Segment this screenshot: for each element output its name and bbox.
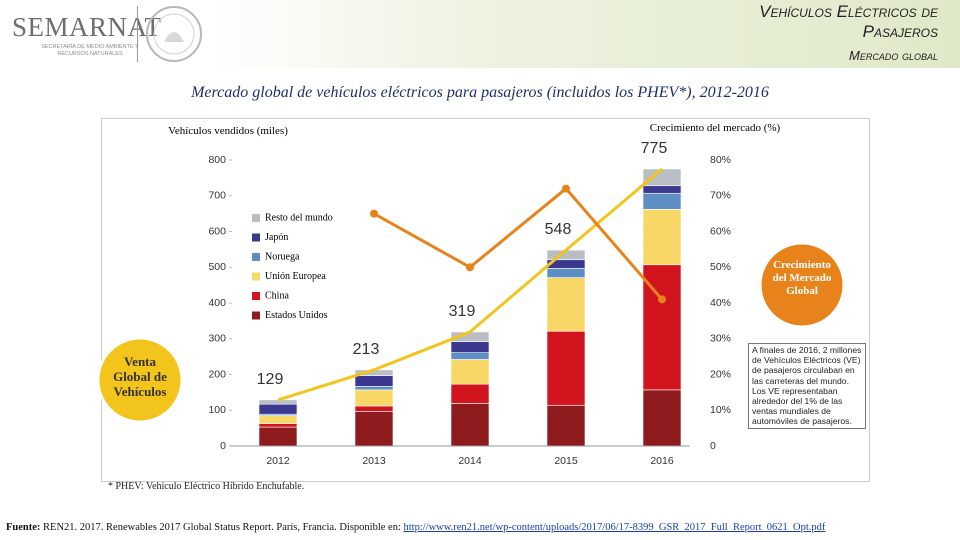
emblem (146, 6, 202, 62)
chart-frame (101, 118, 870, 482)
bar-segment (546, 404, 586, 447)
bar-segment (354, 411, 394, 447)
legend-label: Estados Unidos (265, 310, 328, 321)
y-tick-label: 400 (208, 297, 226, 309)
bar-segment (354, 405, 394, 412)
bar-segment (546, 277, 586, 332)
bar-segment (642, 192, 682, 210)
bar-segment (258, 415, 298, 424)
y-tick-label: 600 (208, 225, 226, 237)
x-tick-label: 2016 (650, 455, 674, 467)
bar-segment (450, 403, 490, 447)
bar-segment (354, 389, 394, 407)
callout: Venta Global de Vehículos (113, 354, 167, 399)
y-tick-label: 300 (208, 333, 226, 345)
y2-tick-label: 20% (710, 368, 731, 380)
value-label: 213 (353, 341, 380, 358)
legend-swatch (252, 311, 260, 320)
bar-segment (354, 385, 394, 391)
callout-label: Crecimiento del Mercado Global (772, 259, 832, 297)
x-tick-label: 2014 (458, 455, 482, 467)
header-title: Vehículos Eléctricos de Pasajeros (759, 2, 938, 42)
line-point (370, 209, 378, 218)
y2-tick-label: 50% (710, 261, 731, 273)
header-subtitle: Mercado global (849, 48, 938, 63)
y-axis-title: Vehículos vendidos (miles) (168, 125, 288, 137)
value-label: 319 (449, 303, 476, 320)
value-label: 775 (641, 140, 668, 157)
bar-segment (450, 352, 490, 360)
callout-label: Venta Global de Vehículos (113, 354, 167, 399)
legend-label: China (265, 290, 289, 301)
bar-segment (450, 359, 490, 385)
value-label: 548 (545, 221, 572, 238)
line-point (658, 295, 666, 304)
y2-tick-label: 10% (710, 404, 731, 416)
source-text: REN21. 2017. Renewables 2017 Global Stat… (43, 522, 401, 533)
bar-segment (354, 375, 394, 387)
header-title-line: Vehículos Eléctricos de (759, 2, 938, 21)
bar-segment (258, 403, 298, 415)
bar-segment (642, 185, 682, 194)
logo-separator (137, 6, 138, 62)
bar-segment (450, 341, 490, 353)
y2-tick-label: 60% (710, 225, 731, 237)
y-tick-label: 0 (220, 440, 226, 452)
bar-segment (642, 389, 682, 447)
x-tick-label: 2015 (554, 455, 578, 467)
value-label: 129 (257, 371, 284, 388)
bar-segment (258, 426, 298, 447)
legend-label: Resto del mundo (265, 212, 333, 223)
line-point (562, 184, 570, 193)
y-tick-label: 100 (208, 404, 226, 416)
source-link[interactable]: http://www.ren21.net/wp-content/uploads/… (403, 522, 826, 533)
chart-title: Mercado global de vehículos eléctricos p… (191, 84, 769, 101)
bar-segment (642, 168, 682, 187)
legend-swatch (252, 214, 260, 222)
y-tick-label: 200 (208, 368, 226, 380)
y2-tick-label: 40% (710, 297, 731, 309)
legend-label: Unión Europea (265, 271, 326, 282)
y2-tick-label: 70% (710, 190, 731, 202)
y2-tick-label: 0 (710, 440, 716, 452)
line-series (373, 186, 664, 301)
footnote: * PHEV: Vehículo Eléctrico Híbrido Enchu… (108, 481, 305, 492)
y2-axis-title: Crecimiento del mercado (%) (650, 122, 781, 134)
bar-segment (642, 209, 682, 266)
header-title-line: Pasajeros (862, 22, 938, 41)
x-tick-label: 2013 (362, 455, 386, 467)
legend-label: Noruega (265, 251, 300, 262)
x-tick-label: 2012 (266, 455, 290, 467)
callout-circle (758, 241, 846, 329)
legend-swatch (252, 233, 260, 242)
annotation-box: A finales de 2016, 2 millones de Vehícul… (748, 343, 866, 429)
bar-segment (546, 330, 586, 406)
y-tick-label: 500 (208, 261, 226, 273)
header-band (210, 0, 960, 68)
bar-segment (546, 268, 586, 278)
line-series (277, 167, 663, 402)
y2-tick-label: 80% (710, 154, 731, 166)
y-tick-label: 700 (208, 190, 226, 202)
legend-swatch (252, 272, 260, 281)
callout: Crecimiento del Mercado Global (772, 259, 832, 297)
legend-swatch (252, 292, 260, 300)
callout-circle (96, 336, 184, 424)
y-tick-label: 800 (208, 154, 226, 166)
source: Fuente: REN21. 2017. Renewables 2017 Glo… (6, 522, 825, 533)
legend-label: Japón (265, 232, 288, 243)
line-point (466, 263, 474, 272)
bar-segment (258, 423, 298, 428)
y2-tick-label: 30% (710, 333, 731, 345)
bar-segment (258, 399, 298, 405)
logo-subtitle: SECRETARÍA DE MEDIO AMBIENTE Y RECURSOS … (41, 44, 139, 57)
legend-swatch (252, 253, 260, 261)
logo-text: SEMARNAT (12, 12, 162, 42)
source-label: Fuente: (6, 522, 41, 533)
bar-segment (450, 383, 490, 404)
